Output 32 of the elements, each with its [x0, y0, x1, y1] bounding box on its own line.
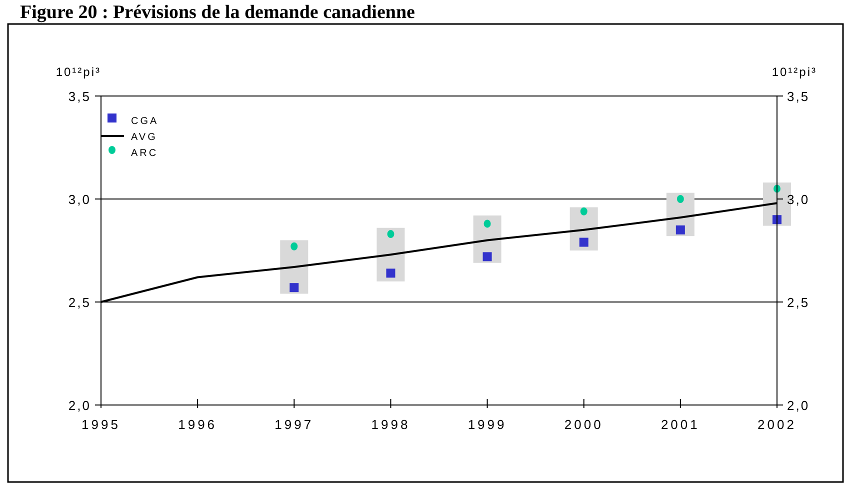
y-tick-label: 2,5: [68, 295, 91, 310]
chart-title: Figure 20 : Prévisions de la demande canadienne: [20, 2, 415, 23]
point: [580, 207, 588, 216]
point: [290, 283, 299, 292]
y-tick-label: 2,0: [68, 398, 91, 413]
point: [386, 268, 396, 278]
point: [484, 220, 491, 228]
point: [290, 242, 298, 250]
x-tick-label: 1998: [371, 417, 410, 432]
x-tick-label: 2002: [758, 417, 796, 432]
point: [676, 225, 685, 234]
point: [482, 252, 492, 262]
x-tick-label: 2001: [660, 417, 700, 432]
y2-tick-label: 3,5: [787, 89, 810, 104]
legend-label: CGA: [131, 116, 159, 127]
y-tick-label: 3,5: [68, 89, 91, 104]
legend-label: ARC: [131, 148, 158, 159]
point: [579, 238, 588, 247]
y2-tick-label: 2,5: [787, 295, 810, 310]
x-tick-label: 1997: [274, 417, 314, 432]
y-tick-label: 3,0: [68, 192, 91, 207]
point: [676, 195, 684, 203]
x-tick-label: 1995: [82, 417, 120, 432]
x-tick-label: 1999: [468, 417, 507, 432]
x-tick-label: 2000: [564, 417, 604, 432]
y2-axis-title: 10¹²pi³: [772, 65, 817, 79]
y-axis-title: 10¹²pi³: [56, 65, 101, 79]
y2-tick-label: 3,0: [787, 192, 810, 207]
y2-tick-label: 2,0: [787, 398, 810, 413]
legend-label: AVG: [131, 132, 158, 143]
x-tick-label: 1996: [178, 417, 218, 432]
point: [387, 230, 394, 238]
